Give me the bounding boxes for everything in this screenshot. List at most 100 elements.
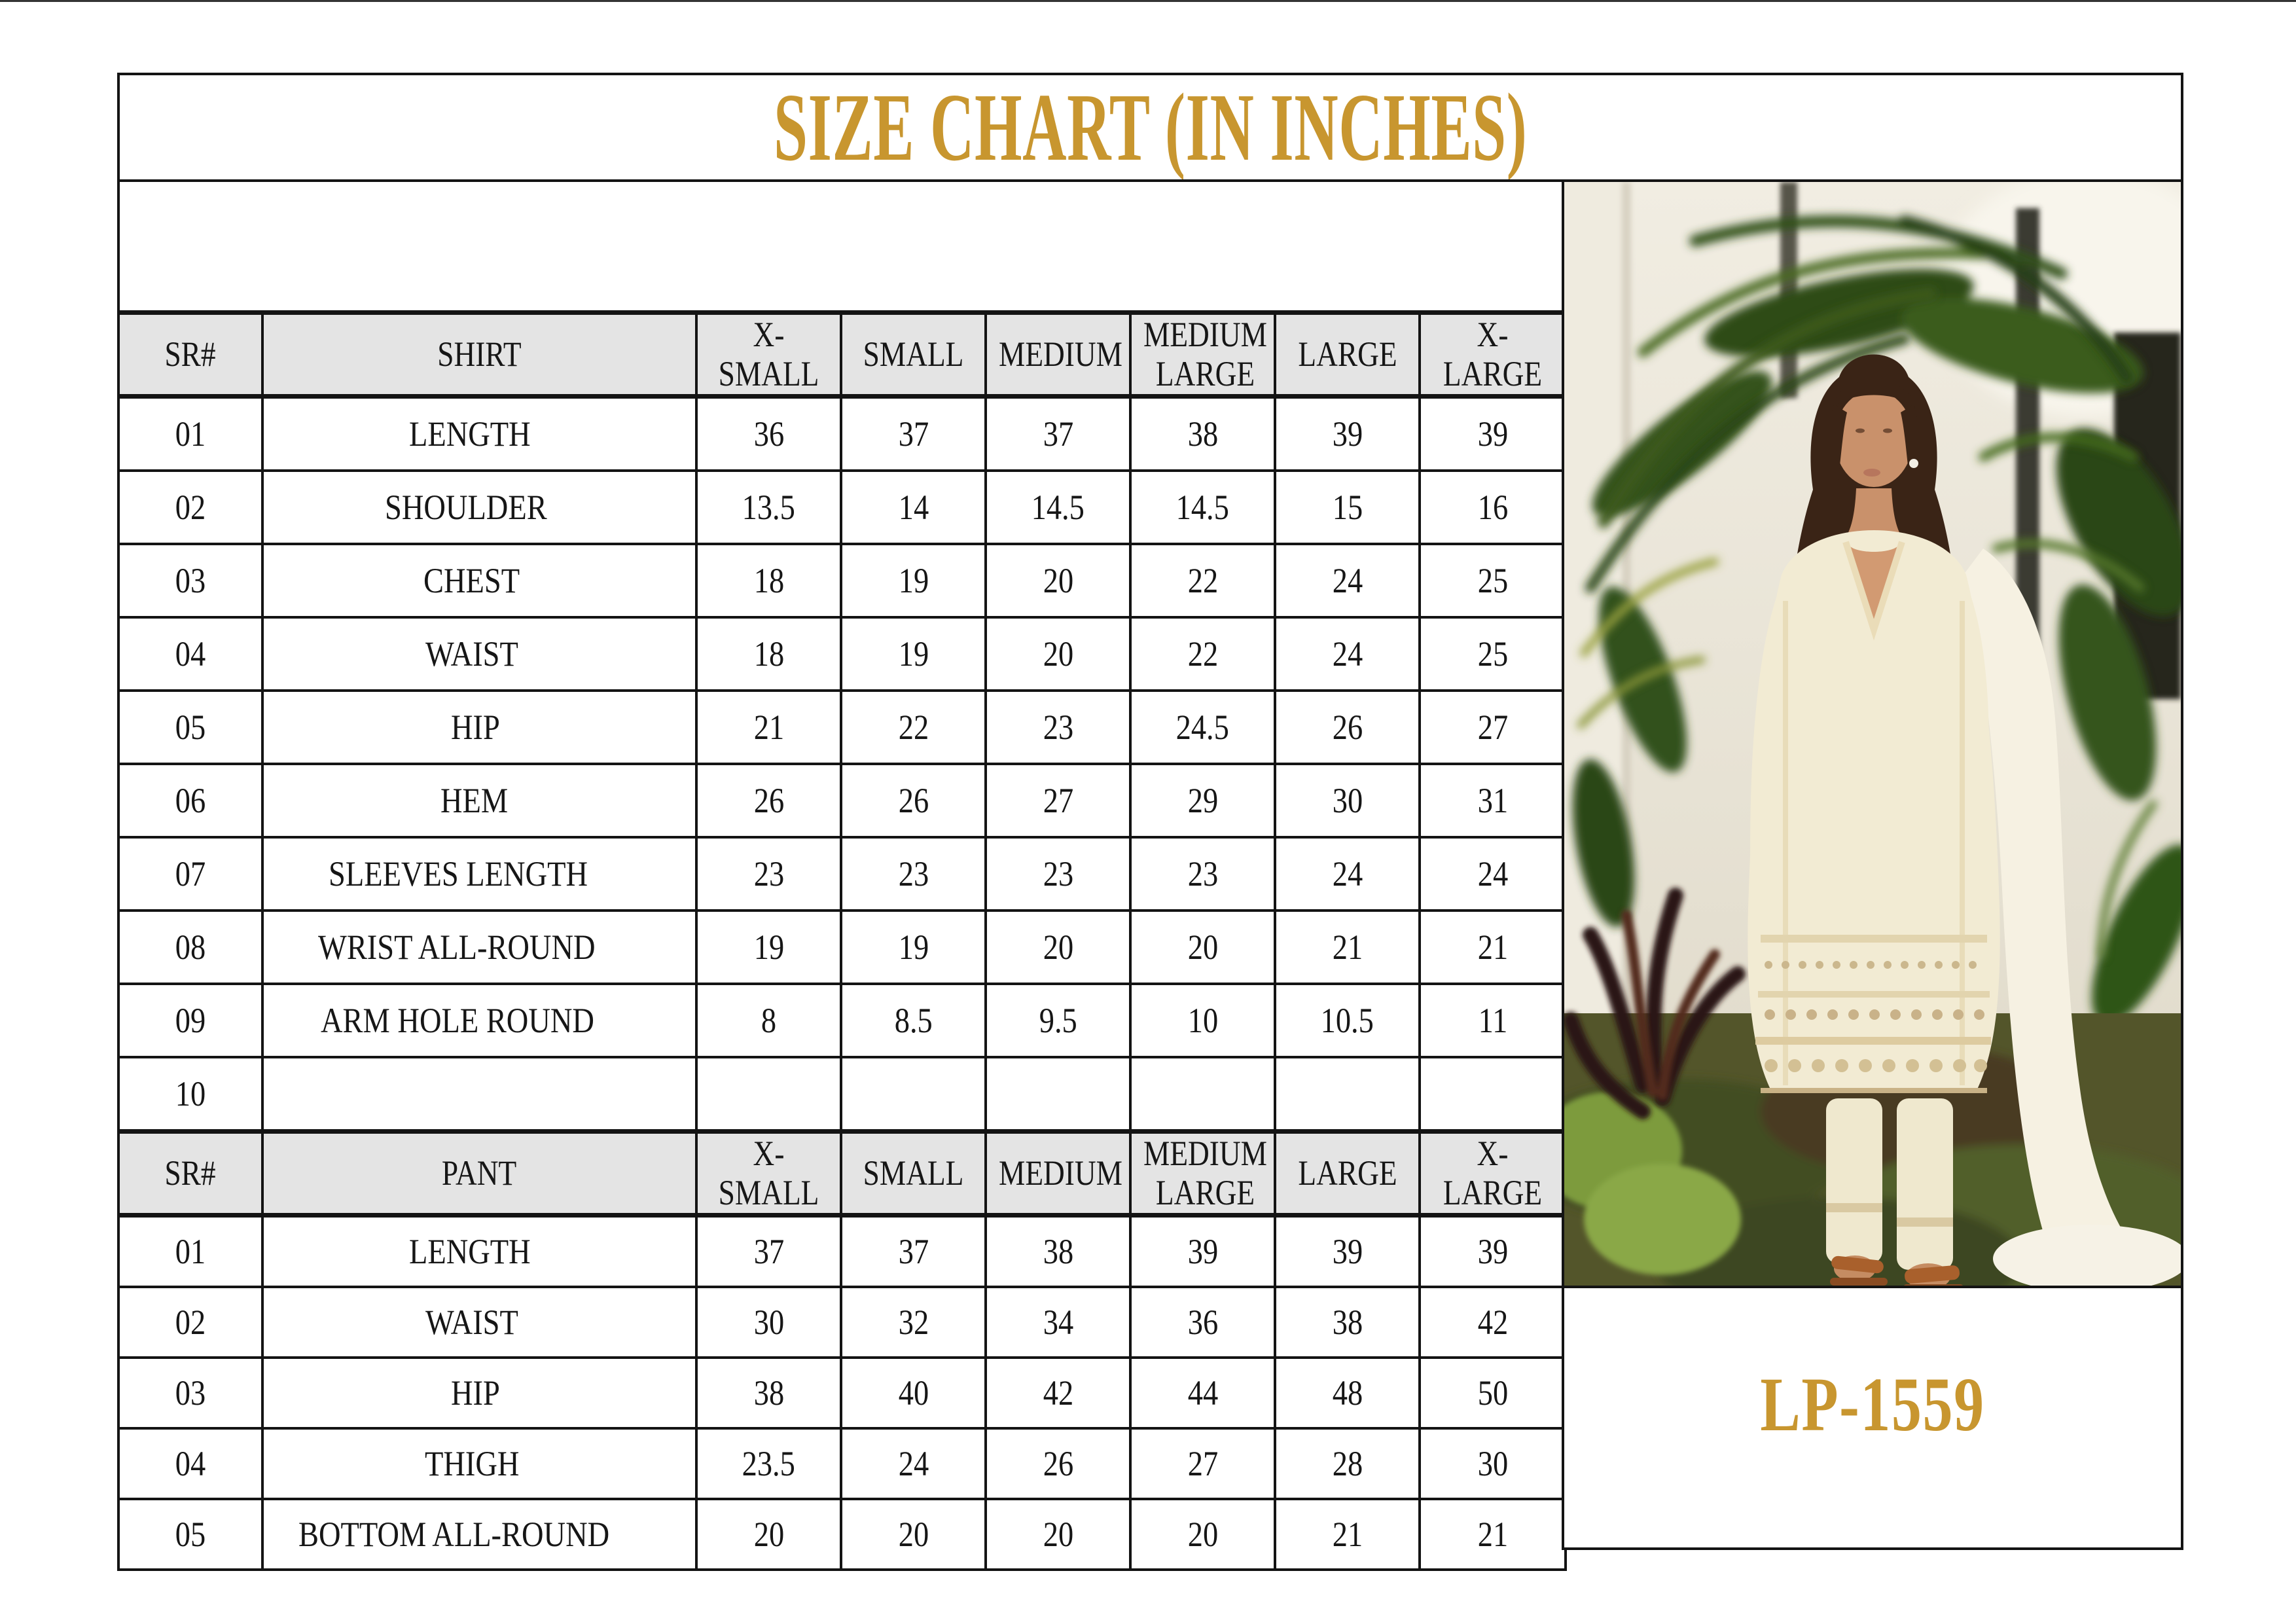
column-header-text: PANT	[442, 1153, 517, 1193]
column-header: SMALL	[840, 1128, 987, 1218]
value-cell: 27	[984, 762, 1132, 839]
label-cell: WAIST	[261, 615, 698, 692]
value-cell-text: 20	[1187, 1514, 1218, 1554]
label-cell-text: HIP	[450, 707, 500, 747]
value-cell-text: 9.5	[1039, 1000, 1077, 1040]
value-cell-text: 13.5	[742, 487, 796, 527]
label-cell-text: WRIST ALL-ROUND	[318, 927, 596, 967]
sr-cell-text: 04	[175, 634, 206, 674]
value-cell-text: 20	[898, 1514, 929, 1554]
value-cell: 25	[1418, 542, 1567, 619]
value-cell: 23	[695, 835, 842, 912]
pant_table-header-row: SR# PANT X-SMALL SMALL MEDIUM MEDIUM LARGE LAR…	[117, 1128, 1567, 1218]
table-row: 03 CHEST 18 19 20 22 24 25	[117, 542, 1567, 619]
value-cell: 14	[840, 469, 987, 545]
value-cell: 50	[1418, 1356, 1567, 1430]
value-cell-text: 14.5	[1031, 487, 1085, 527]
value-cell: 23	[984, 689, 1132, 765]
label-cell: LENGTH	[261, 1214, 698, 1288]
value-cell-text: 18	[753, 634, 784, 674]
value-cell: 38	[984, 1214, 1132, 1288]
column-header-text: MEDIUM LARGE	[1143, 1133, 1267, 1213]
sr-cell: 04	[117, 615, 264, 692]
table-row: 08 WRIST ALL-ROUND 19 19 20 20 21 21	[117, 909, 1567, 985]
value-cell	[1418, 1055, 1567, 1133]
column-header-text: SHIRT	[437, 334, 522, 374]
label-cell-text: THIGH	[424, 1443, 519, 1483]
sr-cell: 09	[117, 982, 264, 1058]
value-cell-text: 24	[898, 1443, 929, 1483]
table-row: 04 THIGH 23.5 24 26 27 28 30	[117, 1426, 1567, 1500]
label-cell: SLEEVES LENGTH	[261, 835, 698, 912]
value-cell-text: 26	[1332, 707, 1363, 747]
value-cell-text: 24	[1477, 854, 1508, 893]
value-cell: 19	[840, 909, 987, 985]
value-cell: 20	[1129, 909, 1276, 985]
column-header: MEDIUM	[984, 310, 1132, 399]
sr-cell-text: 02	[175, 487, 206, 527]
label-cell-text: LENGTH	[408, 1231, 531, 1271]
table-row: 07 SLEEVES LENGTH 23 23 23 23 24 24	[117, 835, 1567, 912]
table-row: 05 HIP 21 22 23 24.5 26 27	[117, 689, 1567, 765]
value-cell-text: 24	[1332, 560, 1363, 600]
value-cell: 39	[1129, 1214, 1276, 1288]
value-cell: 19	[695, 909, 842, 985]
table-row: 03 HIP 38 40 42 44 48 50	[117, 1356, 1567, 1430]
value-cell-text: 25	[1477, 634, 1508, 674]
value-cell-text: 39	[1187, 1231, 1218, 1271]
column-header: MEDIUM LARGE	[1129, 1128, 1276, 1218]
value-cell: 8.5	[840, 982, 987, 1058]
column-header: LARGE	[1274, 310, 1421, 399]
column-header: SR#	[117, 310, 264, 399]
column-header: MEDIUM	[984, 1128, 1132, 1218]
value-cell-text: 30	[753, 1302, 784, 1342]
column-header-text: MEDIUM LARGE	[1143, 315, 1267, 394]
value-cell-text: 39	[1477, 1231, 1508, 1271]
value-cell: 24	[1274, 542, 1421, 619]
value-cell: 24	[1418, 835, 1567, 912]
value-cell-text: 26	[753, 780, 784, 820]
column-header: MEDIUM LARGE	[1129, 310, 1276, 399]
value-cell: 39	[1274, 1214, 1421, 1288]
column-header: SHIRT	[261, 310, 698, 399]
label-cell-text: BOTTOM ALL-ROUND	[298, 1514, 610, 1554]
value-cell: 24.5	[1129, 689, 1276, 765]
value-cell-text: 20	[753, 1514, 784, 1554]
value-cell-text: 22	[1187, 560, 1218, 600]
table-row: 10	[117, 1055, 1567, 1133]
value-cell-text: 23	[898, 854, 929, 893]
value-cell: 18	[695, 542, 842, 619]
value-cell-text: 42	[1477, 1302, 1508, 1342]
value-cell: 39	[1274, 395, 1421, 472]
value-cell: 24	[1274, 835, 1421, 912]
column-header: X-LARGE	[1418, 1128, 1567, 1218]
value-cell: 29	[1129, 762, 1276, 839]
value-cell-text: 21	[753, 707, 784, 747]
value-cell-text: 23.5	[742, 1443, 796, 1483]
column-header-text: X-LARGE	[1443, 315, 1543, 394]
column-header-text: LARGE	[1297, 334, 1397, 374]
page-top-edge-line	[0, 0, 2296, 2]
sr-cell: 04	[117, 1426, 264, 1500]
value-cell: 22	[1129, 615, 1276, 692]
value-cell: 39	[1418, 1214, 1567, 1288]
value-cell-text: 32	[898, 1302, 929, 1342]
label-cell: LENGTH	[261, 395, 698, 472]
value-cell-text: 23	[753, 854, 784, 893]
value-cell: 27	[1418, 689, 1567, 765]
value-cell: 28	[1274, 1426, 1421, 1500]
value-cell-text: 23	[1043, 707, 1073, 747]
value-cell: 34	[984, 1285, 1132, 1359]
value-cell: 38	[695, 1356, 842, 1430]
label-cell-text: HEM	[440, 780, 508, 820]
value-cell-text: 20	[1043, 634, 1073, 674]
value-cell-text: 19	[898, 634, 929, 674]
sr-cell-text: 05	[175, 707, 206, 747]
sr-cell: 05	[117, 1497, 264, 1571]
value-cell-text: 37	[753, 1231, 784, 1271]
model-photo-illustration	[1564, 182, 2181, 1286]
value-cell-text: 23	[1043, 854, 1073, 893]
value-cell: 26	[984, 1426, 1132, 1500]
value-cell: 23.5	[695, 1426, 842, 1500]
sr-cell: 07	[117, 835, 264, 912]
